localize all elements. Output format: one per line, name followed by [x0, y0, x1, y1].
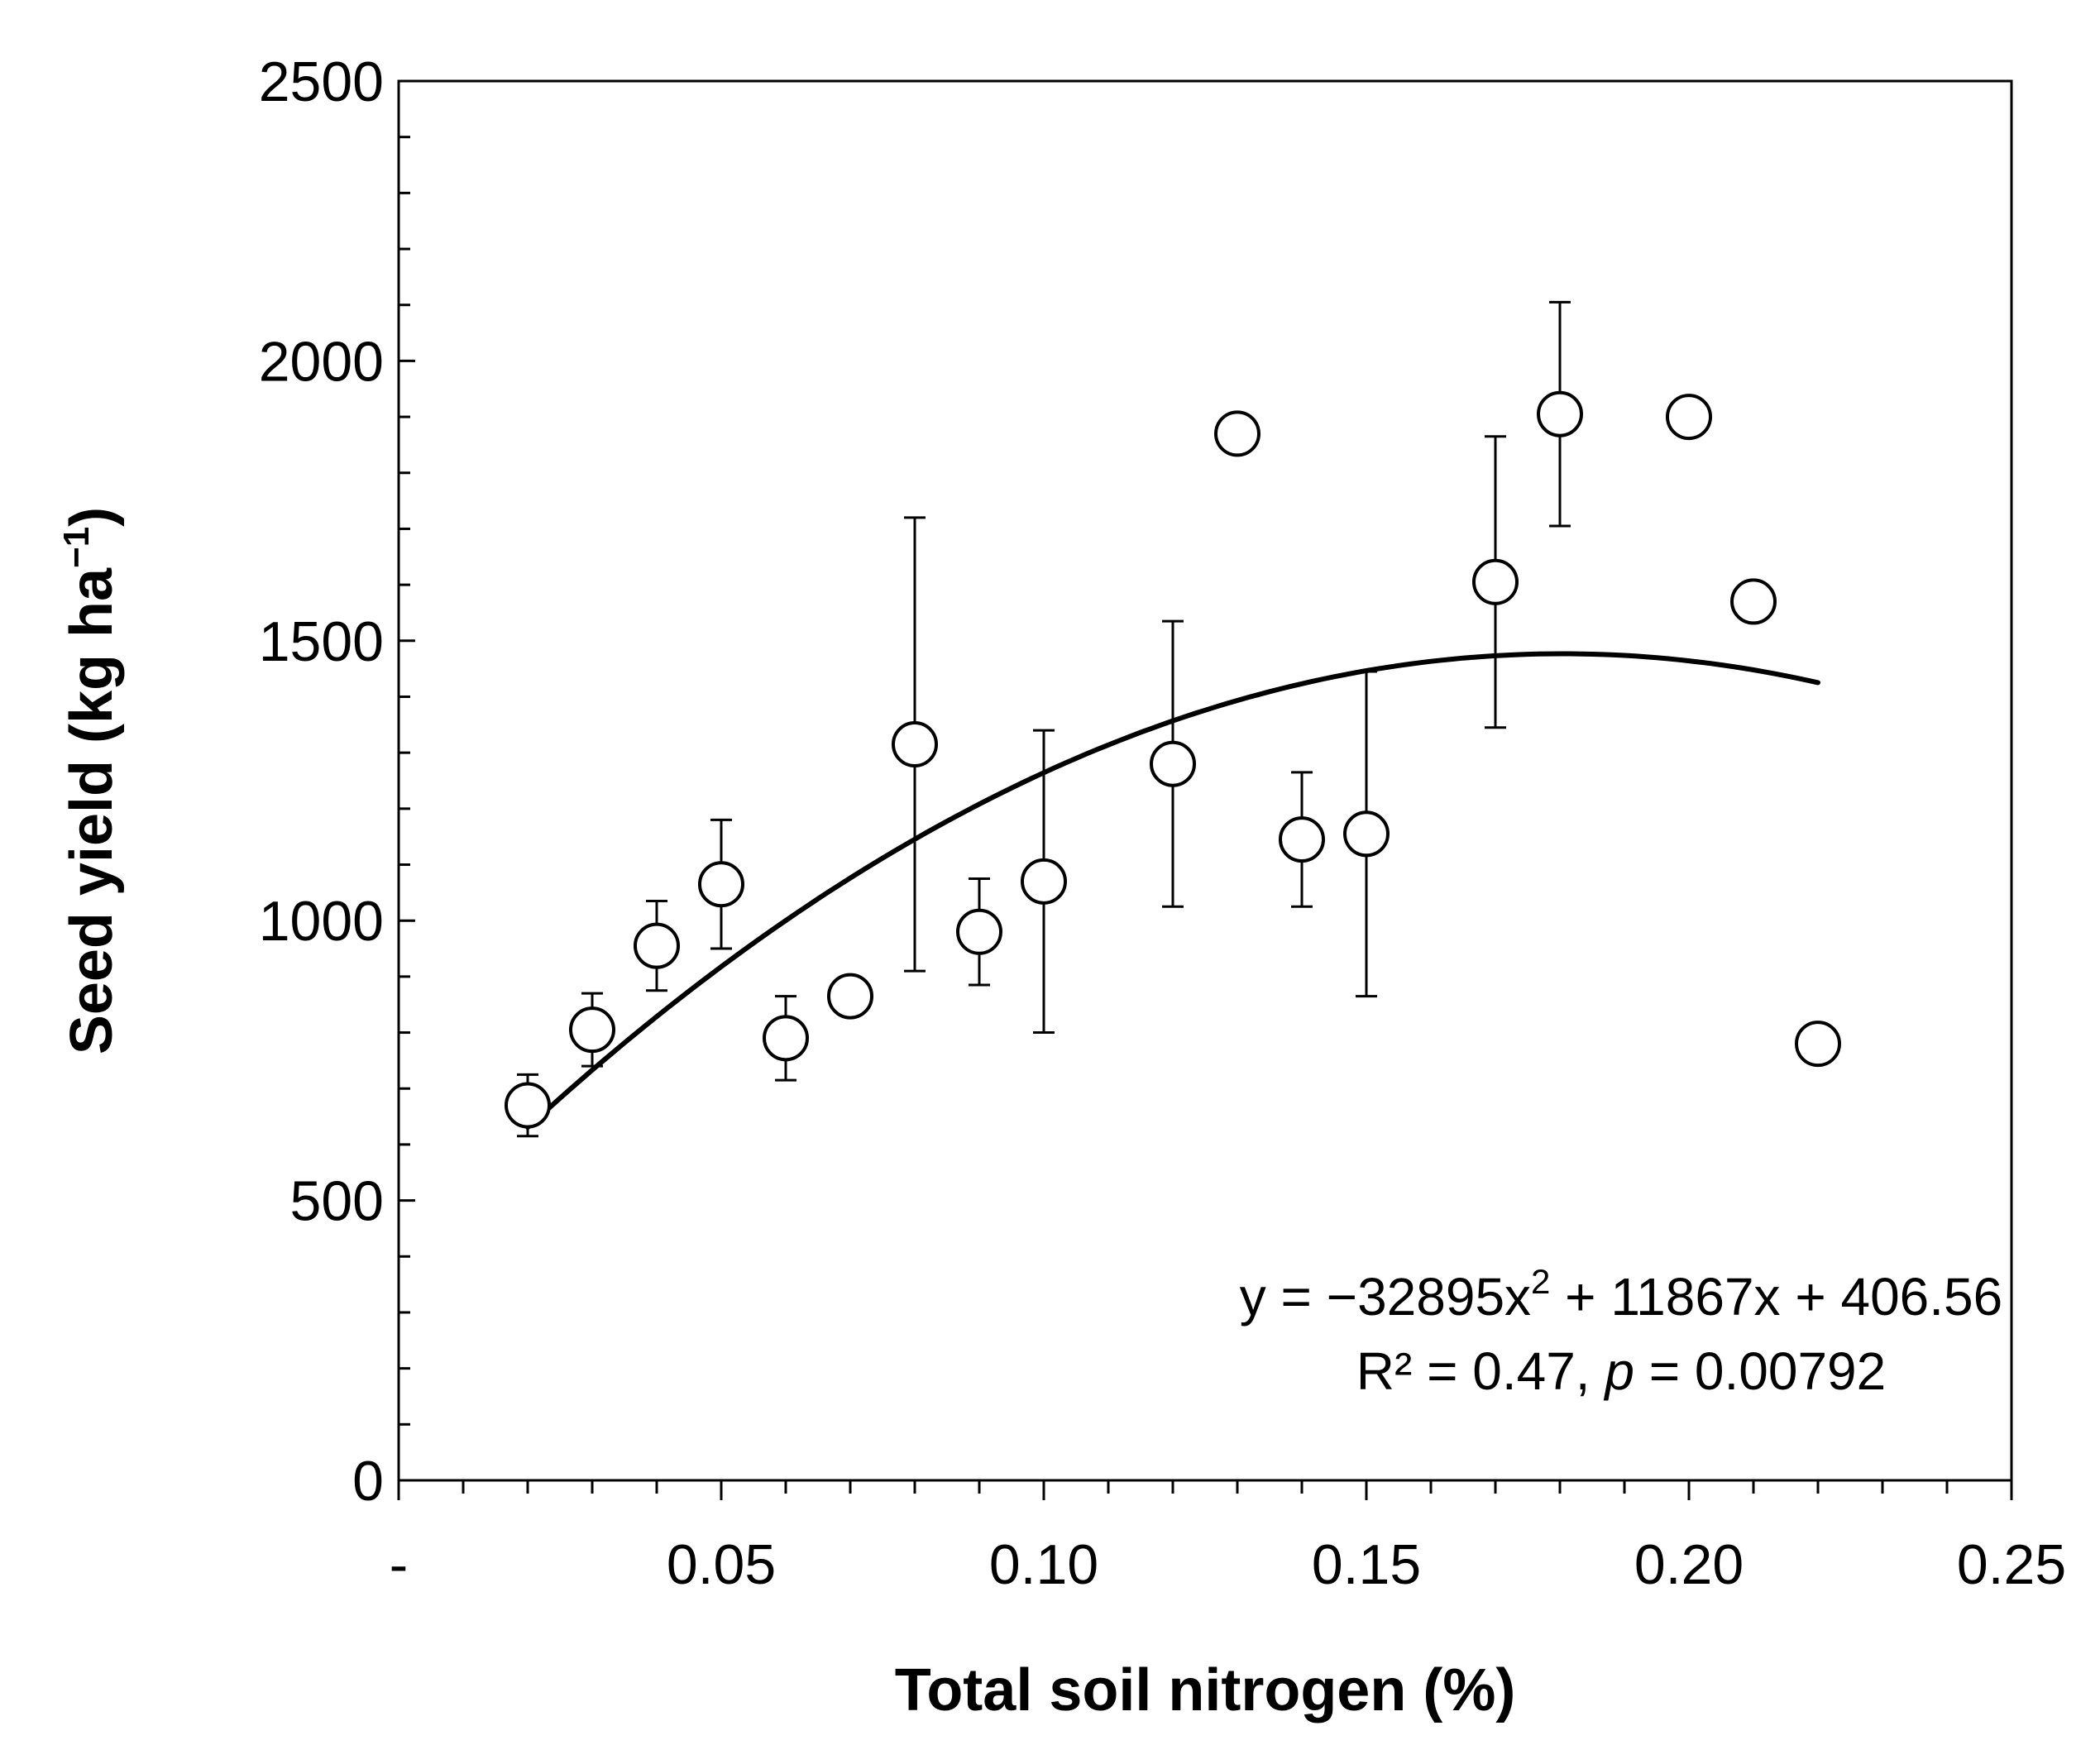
stats-p-value: = 0.00792	[1634, 1341, 1886, 1401]
data-point	[505, 1082, 551, 1129]
data-point	[1537, 390, 1583, 437]
data-point	[1472, 558, 1519, 605]
data-point	[1730, 578, 1777, 625]
data-point	[827, 973, 873, 1020]
y-tick-label: 0	[352, 1450, 384, 1513]
data-point	[1150, 740, 1196, 787]
equation-exponent: 2	[1531, 1262, 1550, 1301]
x-tick-label: 0.25	[1957, 1533, 2066, 1596]
data-point	[1666, 394, 1712, 441]
x-tick-label: 0.05	[667, 1533, 776, 1596]
data-point	[698, 861, 744, 908]
data-point	[1279, 816, 1325, 863]
y-tick-label: 1500	[259, 610, 384, 673]
axes-frame	[397, 79, 2013, 1482]
equation-annotation: y = −32895x2 + 11867x + 406.56	[1240, 1262, 2002, 1327]
data-points	[505, 390, 1841, 1129]
x-tick-label: 0.20	[1634, 1533, 1744, 1596]
y-axis-title-close: )	[59, 507, 125, 527]
x-axis-title: Total soil nitrogen (%)	[895, 1657, 1516, 1723]
data-point	[1795, 1021, 1841, 1068]
data-point	[634, 922, 680, 969]
stats-p-symbol: p	[1603, 1341, 1634, 1401]
y-axis-title-superscript: −1	[56, 527, 97, 568]
equation-prefix: y = −32895x	[1240, 1267, 1531, 1327]
stats-r2: R² = 0.47,	[1356, 1341, 1605, 1401]
data-point	[1021, 858, 1067, 905]
error-bars	[517, 300, 1571, 1138]
plot-frame	[397, 79, 2013, 1482]
y-axis-title: Seed yield (kg ha−1)	[56, 507, 125, 1054]
stats-annotation: R² = 0.47, p = 0.00792	[1356, 1341, 1886, 1401]
data-point	[892, 721, 938, 768]
x-tick-label: 0.10	[989, 1533, 1098, 1596]
y-tick-label: 1000	[259, 890, 384, 953]
x-tick-label: -	[390, 1533, 409, 1596]
data-point	[1343, 810, 1390, 858]
equation-suffix: + 11867x + 406.56	[1550, 1267, 2002, 1327]
data-point	[569, 1006, 615, 1054]
y-tick-label: 2000	[259, 330, 384, 393]
data-point	[763, 1015, 809, 1062]
data-point	[956, 908, 1002, 955]
data-point	[1214, 410, 1260, 457]
y-axis-title-main: Seed yield (kg ha	[59, 567, 125, 1054]
y-tick-label: 2500	[259, 50, 384, 113]
x-tick-label: 0.15	[1312, 1533, 1421, 1596]
axis-ticks: - 0.05 0.10 0.15 0.20 0.25 0 500 1000 1500 2000 250…	[259, 50, 2066, 1596]
y-tick-label: 500	[290, 1170, 384, 1233]
